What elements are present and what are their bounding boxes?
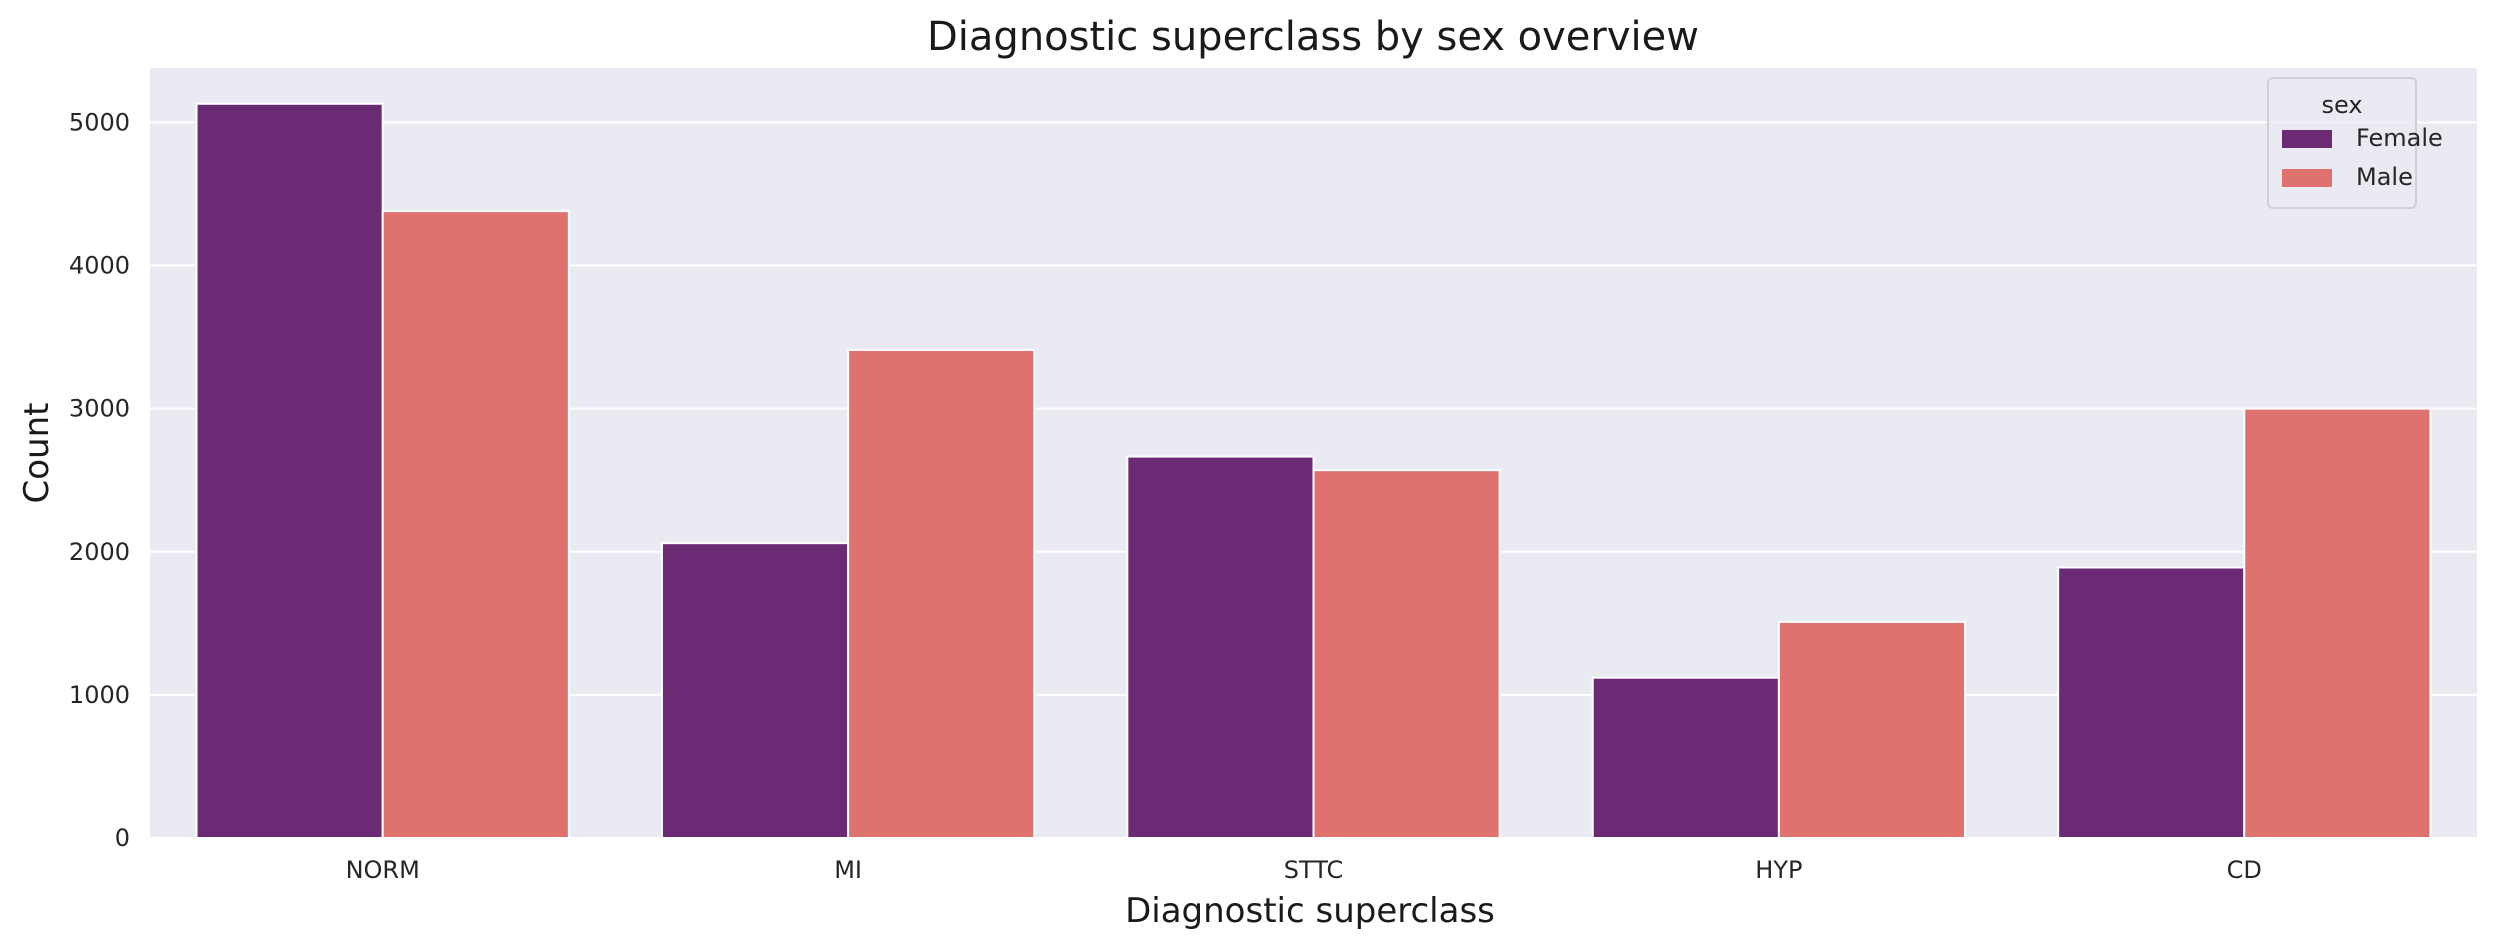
bar-male-cd	[2243, 407, 2432, 839]
legend-title: sex	[2321, 91, 2362, 119]
bar-male-norm	[381, 210, 570, 839]
x-tick-label: MI	[834, 856, 862, 884]
legend-items: Female Male	[2282, 124, 2443, 191]
legend-label-male: Male	[2356, 163, 2413, 191]
bar-female-mi	[660, 542, 850, 839]
legend-swatch-male	[2282, 169, 2332, 187]
legend-label-female: Female	[2356, 124, 2443, 152]
y-tick-labels: 0 1000 2000 3000 4000 5000	[69, 108, 130, 852]
y-tick-label: 3000	[69, 395, 130, 423]
x-tick-labels: NORM MI STTC HYP CD	[346, 856, 2262, 884]
y-tick-label: 4000	[69, 252, 130, 280]
x-tick-label: CD	[2227, 856, 2262, 884]
bar-female-norm	[195, 102, 384, 840]
y-tick-label: 2000	[69, 538, 130, 566]
x-tick-label: STTC	[1284, 856, 1343, 884]
y-tick-label: 1000	[69, 681, 130, 709]
x-axis-title: Diagnostic superclass	[1125, 891, 1495, 931]
bar-male-sttc	[1312, 469, 1501, 839]
x-tick-label: HYP	[1755, 856, 1802, 884]
y-tick-label: 5000	[69, 108, 130, 136]
bar-female-cd	[2057, 566, 2246, 840]
chart-title: Diagnostic superclass by sex overview	[927, 14, 1699, 60]
bar-male-mi	[847, 348, 1036, 839]
bars	[195, 102, 2432, 840]
bar-male-hyp	[1777, 620, 1967, 839]
bar-female-sttc	[1126, 455, 1315, 839]
y-axis-title: Count	[17, 403, 57, 504]
legend-swatch-female	[2282, 130, 2332, 148]
y-tick-label: 0	[115, 824, 130, 852]
bar-female-hyp	[1591, 676, 1780, 839]
x-tick-label: NORM	[346, 856, 420, 884]
legend: sex Female Male	[2267, 77, 2443, 209]
